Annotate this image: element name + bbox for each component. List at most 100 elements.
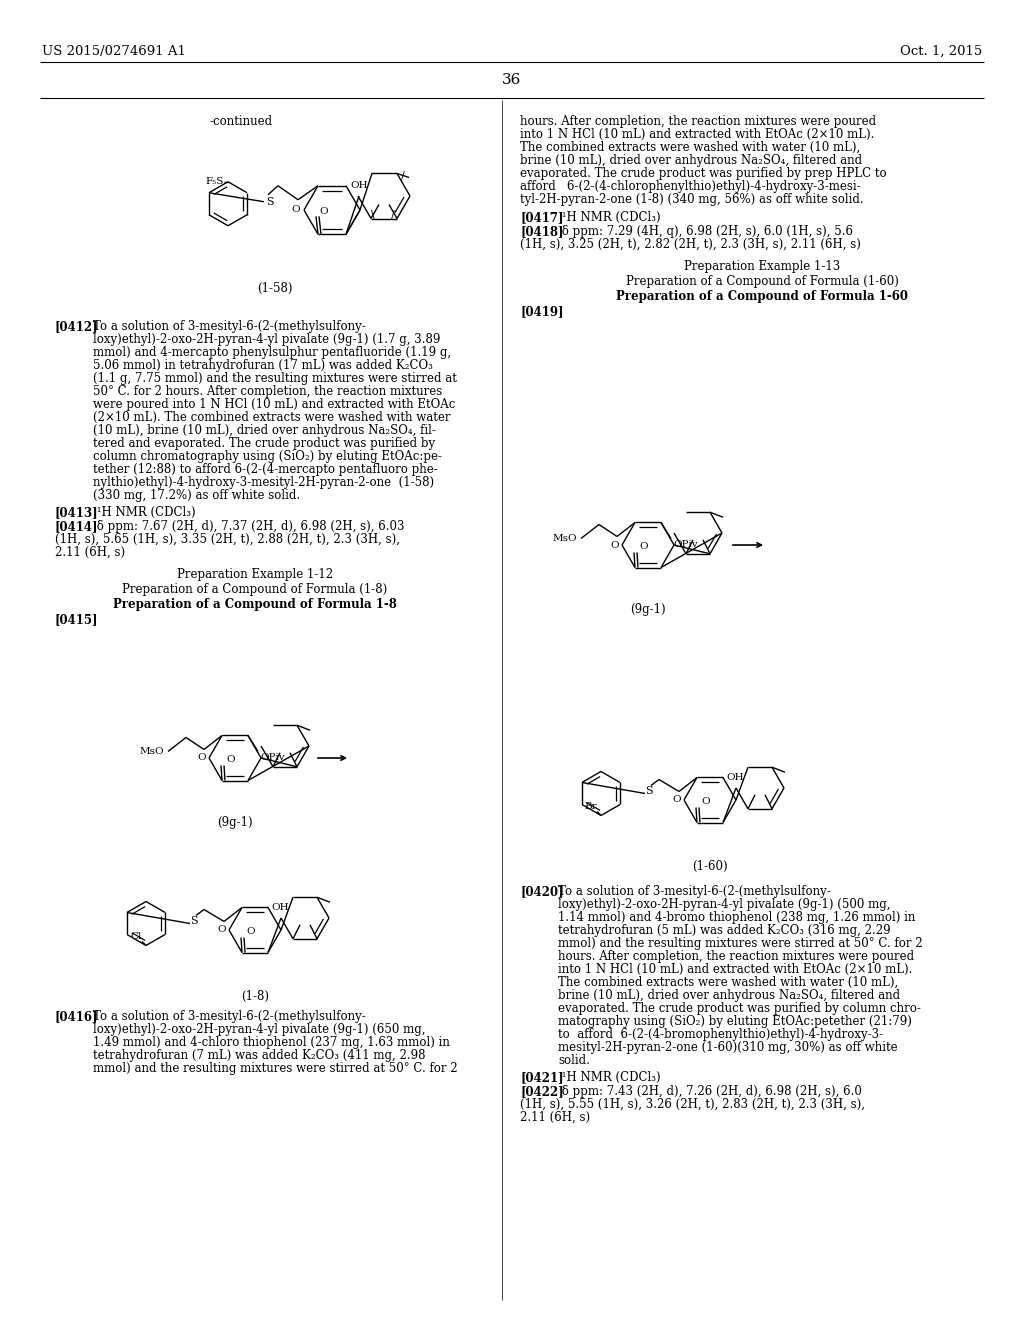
Text: [0415]: [0415] xyxy=(55,612,98,626)
Text: O: O xyxy=(198,754,206,763)
Text: /: / xyxy=(391,210,395,219)
Text: Br: Br xyxy=(585,803,597,812)
Text: O: O xyxy=(640,541,648,550)
Text: ¹H NMR (CDCl₃): ¹H NMR (CDCl₃) xyxy=(558,211,660,224)
Text: Preparation of a Compound of Formula (1-8): Preparation of a Compound of Formula (1-… xyxy=(123,583,388,597)
Text: -continued: -continued xyxy=(210,115,273,128)
Text: S: S xyxy=(190,916,198,927)
Text: tetrahydrofuran (5 mL) was added K₂CO₃ (316 mg, 2.29: tetrahydrofuran (5 mL) was added K₂CO₃ (… xyxy=(558,924,891,937)
Text: hours. After completion, the reaction mixtures were poured: hours. After completion, the reaction mi… xyxy=(558,950,914,964)
Text: Oct. 1, 2015: Oct. 1, 2015 xyxy=(900,45,982,58)
Text: (1H, s), 5.65 (1H, s), 3.35 (2H, t), 2.88 (2H, t), 2.3 (3H, s),: (1H, s), 5.65 (1H, s), 3.35 (2H, t), 2.8… xyxy=(55,533,400,546)
Text: O: O xyxy=(319,207,329,216)
Text: OH: OH xyxy=(350,181,368,190)
Text: were poured into 1 N HCl (10 mL) and extracted with EtOAc: were poured into 1 N HCl (10 mL) and ext… xyxy=(93,399,456,411)
Text: /: / xyxy=(401,170,404,181)
Text: [0413]: [0413] xyxy=(55,506,98,519)
Text: into 1 N HCl (10 mL) and extracted with EtOAc (2×10 mL).: into 1 N HCl (10 mL) and extracted with … xyxy=(558,964,912,975)
Text: brine (10 mL), dried over anhydrous Na₂SO₄, filtered and: brine (10 mL), dried over anhydrous Na₂S… xyxy=(520,154,862,168)
Text: O: O xyxy=(610,540,618,549)
Text: To a solution of 3-mesityl-6-(2-(methylsulfony-: To a solution of 3-mesityl-6-(2-(methyls… xyxy=(93,319,366,333)
Text: loxy)ethyl)-2-oxo-2H-pyran-4-yl pivalate (9g-1) (650 mg,: loxy)ethyl)-2-oxo-2H-pyran-4-yl pivalate… xyxy=(93,1023,426,1036)
Text: To a solution of 3-mesityl-6-(2-(methylsulfony-: To a solution of 3-mesityl-6-(2-(methyls… xyxy=(558,884,830,898)
Text: [0419]: [0419] xyxy=(520,305,563,318)
Text: mmol) and the resulting mixtures were stirred at 50° C. for 2: mmol) and the resulting mixtures were st… xyxy=(558,937,923,950)
Text: O: O xyxy=(673,796,681,804)
Text: tether (12:88) to afford 6-(2-(4-mercapto pentafluoro phe-: tether (12:88) to afford 6-(2-(4-mercapt… xyxy=(93,463,437,477)
Text: O: O xyxy=(217,925,226,935)
Text: 5.06 mmol) in tetrahydrofuran (17 mL) was added K₂CO₃: 5.06 mmol) in tetrahydrofuran (17 mL) wa… xyxy=(93,359,433,372)
Text: (1-58): (1-58) xyxy=(257,282,293,294)
Text: Preparation of a Compound of Formula (1-60): Preparation of a Compound of Formula (1-… xyxy=(626,275,898,288)
Text: δ ppm: 7.67 (2H, d), 7.37 (2H, d), 6.98 (2H, s), 6.03: δ ppm: 7.67 (2H, d), 7.37 (2H, d), 6.98 … xyxy=(93,520,404,533)
Text: to  afford  6-(2-(4-bromophenylthio)ethyl)-4-hydroxy-3-: to afford 6-(2-(4-bromophenylthio)ethyl)… xyxy=(558,1028,883,1041)
Text: O: O xyxy=(226,755,236,763)
Text: Preparation of a Compound of Formula 1-8: Preparation of a Compound of Formula 1-8 xyxy=(113,598,397,611)
Text: 2.11 (6H, s): 2.11 (6H, s) xyxy=(55,546,125,558)
Text: (9g-1): (9g-1) xyxy=(217,816,253,829)
Text: evaporated. The crude product was purified by prep HPLC to: evaporated. The crude product was purifi… xyxy=(520,168,887,180)
Text: 36: 36 xyxy=(503,73,521,87)
Text: 1.14 mmol) and 4-bromo thiophenol (238 mg, 1.26 mmol) in: 1.14 mmol) and 4-bromo thiophenol (238 m… xyxy=(558,911,915,924)
Text: column chromatography using (SiO₂) by eluting EtOAc:pe-: column chromatography using (SiO₂) by el… xyxy=(93,450,442,463)
Text: OPiv: OPiv xyxy=(260,754,285,763)
Text: The combined extracts were washed with water (10 mL),: The combined extracts were washed with w… xyxy=(558,975,898,989)
Text: loxy)ethyl)-2-oxo-2H-pyran-4-yl pivalate (9g-1) (500 mg,: loxy)ethyl)-2-oxo-2H-pyran-4-yl pivalate… xyxy=(558,898,891,911)
Text: brine (10 mL), dried over anhydrous Na₂SO₄, filtered and: brine (10 mL), dried over anhydrous Na₂S… xyxy=(558,989,900,1002)
Text: OH: OH xyxy=(726,774,743,781)
Text: [0417]: [0417] xyxy=(520,211,563,224)
Text: OPiv: OPiv xyxy=(673,540,697,549)
Text: mesityl-2H-pyran-2-one (1-60)(310 mg, 30%) as off white: mesityl-2H-pyran-2-one (1-60)(310 mg, 30… xyxy=(558,1041,898,1053)
Text: [0416]: [0416] xyxy=(55,1010,98,1023)
Text: (2×10 mL). The combined extracts were washed with water: (2×10 mL). The combined extracts were wa… xyxy=(93,411,451,424)
Text: tered and evaporated. The crude product was purified by: tered and evaporated. The crude product … xyxy=(93,437,435,450)
Text: To a solution of 3-mesityl-6-(2-(methylsulfony-: To a solution of 3-mesityl-6-(2-(methyls… xyxy=(93,1010,366,1023)
Text: 50° C. for 2 hours. After completion, the reaction mixtures: 50° C. for 2 hours. After completion, th… xyxy=(93,385,442,399)
Text: O: O xyxy=(247,927,255,936)
Text: [0420]: [0420] xyxy=(520,884,563,898)
Text: MsO: MsO xyxy=(552,535,577,543)
Text: (1-60): (1-60) xyxy=(692,861,728,873)
Text: tetrahydrofuran (7 mL) was added K₂CO₃ (411 mg, 2.98: tetrahydrofuran (7 mL) was added K₂CO₃ (… xyxy=(93,1049,426,1063)
Text: tyl-2H-pyran-2-one (1-8) (340 mg, 56%) as off white solid.: tyl-2H-pyran-2-one (1-8) (340 mg, 56%) a… xyxy=(520,193,863,206)
Text: [0421]: [0421] xyxy=(520,1071,563,1084)
Text: (1H, s), 3.25 (2H, t), 2.82 (2H, t), 2.3 (3H, s), 2.11 (6H, s): (1H, s), 3.25 (2H, t), 2.82 (2H, t), 2.3… xyxy=(520,238,861,251)
Text: F₅S: F₅S xyxy=(206,177,224,186)
Text: Preparation Example 1-12: Preparation Example 1-12 xyxy=(177,568,333,581)
Text: S: S xyxy=(266,197,273,207)
Text: (330 mg, 17.2%) as off white solid.: (330 mg, 17.2%) as off white solid. xyxy=(93,488,300,502)
Text: (9g-1): (9g-1) xyxy=(630,603,666,616)
Text: solid.: solid. xyxy=(558,1053,590,1067)
Text: (1.1 g, 7.75 mmol) and the resulting mixtures were stirred at: (1.1 g, 7.75 mmol) and the resulting mix… xyxy=(93,372,457,385)
Text: mmol) and 4-mercapto phenylsulphur pentafluoride (1.19 g,: mmol) and 4-mercapto phenylsulphur penta… xyxy=(93,346,452,359)
Text: MsO: MsO xyxy=(139,747,164,756)
Text: into 1 N HCl (10 mL) and extracted with EtOAc (2×10 mL).: into 1 N HCl (10 mL) and extracted with … xyxy=(520,128,874,141)
Text: evaporated. The crude product was purified by column chro-: evaporated. The crude product was purifi… xyxy=(558,1002,921,1015)
Text: mmol) and the resulting mixtures were stirred at 50° C. for 2: mmol) and the resulting mixtures were st… xyxy=(93,1063,458,1074)
Text: δ ppm: 7.29 (4H, q), 6.98 (2H, s), 6.0 (1H, s), 5.6: δ ppm: 7.29 (4H, q), 6.98 (2H, s), 6.0 (… xyxy=(558,224,853,238)
Text: The combined extracts were washed with water (10 mL),: The combined extracts were washed with w… xyxy=(520,141,860,154)
Text: hours. After completion, the reaction mixtures were poured: hours. After completion, the reaction mi… xyxy=(520,115,877,128)
Text: O: O xyxy=(701,796,711,805)
Text: ¹H NMR (CDCl₃): ¹H NMR (CDCl₃) xyxy=(558,1071,660,1084)
Text: (1-8): (1-8) xyxy=(241,990,269,1003)
Text: Preparation Example 1-13: Preparation Example 1-13 xyxy=(684,260,840,273)
Text: [0422]: [0422] xyxy=(520,1085,564,1098)
Text: Cl: Cl xyxy=(131,932,142,941)
Text: (10 mL), brine (10 mL), dried over anhydrous Na₂SO₄, fil-: (10 mL), brine (10 mL), dried over anhyd… xyxy=(93,424,436,437)
Text: \: \ xyxy=(371,210,375,219)
Text: [0412]: [0412] xyxy=(55,319,98,333)
Text: 2.11 (6H, s): 2.11 (6H, s) xyxy=(520,1111,590,1125)
Text: Preparation of a Compound of Formula 1-60: Preparation of a Compound of Formula 1-6… xyxy=(616,290,908,304)
Text: matography using (SiO₂) by eluting EtOAc:petether (21:79): matography using (SiO₂) by eluting EtOAc… xyxy=(558,1015,912,1028)
Text: [0414]: [0414] xyxy=(55,520,98,533)
Text: [0418]: [0418] xyxy=(520,224,563,238)
Text: OH: OH xyxy=(271,903,289,912)
Text: loxy)ethyl)-2-oxo-2H-pyran-4-yl pivalate (9g-1) (1.7 g, 3.89: loxy)ethyl)-2-oxo-2H-pyran-4-yl pivalate… xyxy=(93,333,440,346)
Text: afford   6-(2-(4-chlorophenylthio)ethyl)-4-hydroxy-3-mesi-: afford 6-(2-(4-chlorophenylthio)ethyl)-4… xyxy=(520,180,860,193)
Text: (1H, s), 5.55 (1H, s), 3.26 (2H, t), 2.83 (2H, t), 2.3 (3H, s),: (1H, s), 5.55 (1H, s), 3.26 (2H, t), 2.8… xyxy=(520,1098,865,1111)
Text: 1.49 mmol) and 4-chloro thiophenol (237 mg, 1.63 mmol) in: 1.49 mmol) and 4-chloro thiophenol (237 … xyxy=(93,1036,450,1049)
Text: S: S xyxy=(645,787,653,796)
Text: US 2015/0274691 A1: US 2015/0274691 A1 xyxy=(42,45,186,58)
Text: nylthio)ethyl)-4-hydroxy-3-mesityl-2H-pyran-2-one  (1-58): nylthio)ethyl)-4-hydroxy-3-mesityl-2H-py… xyxy=(93,477,434,488)
